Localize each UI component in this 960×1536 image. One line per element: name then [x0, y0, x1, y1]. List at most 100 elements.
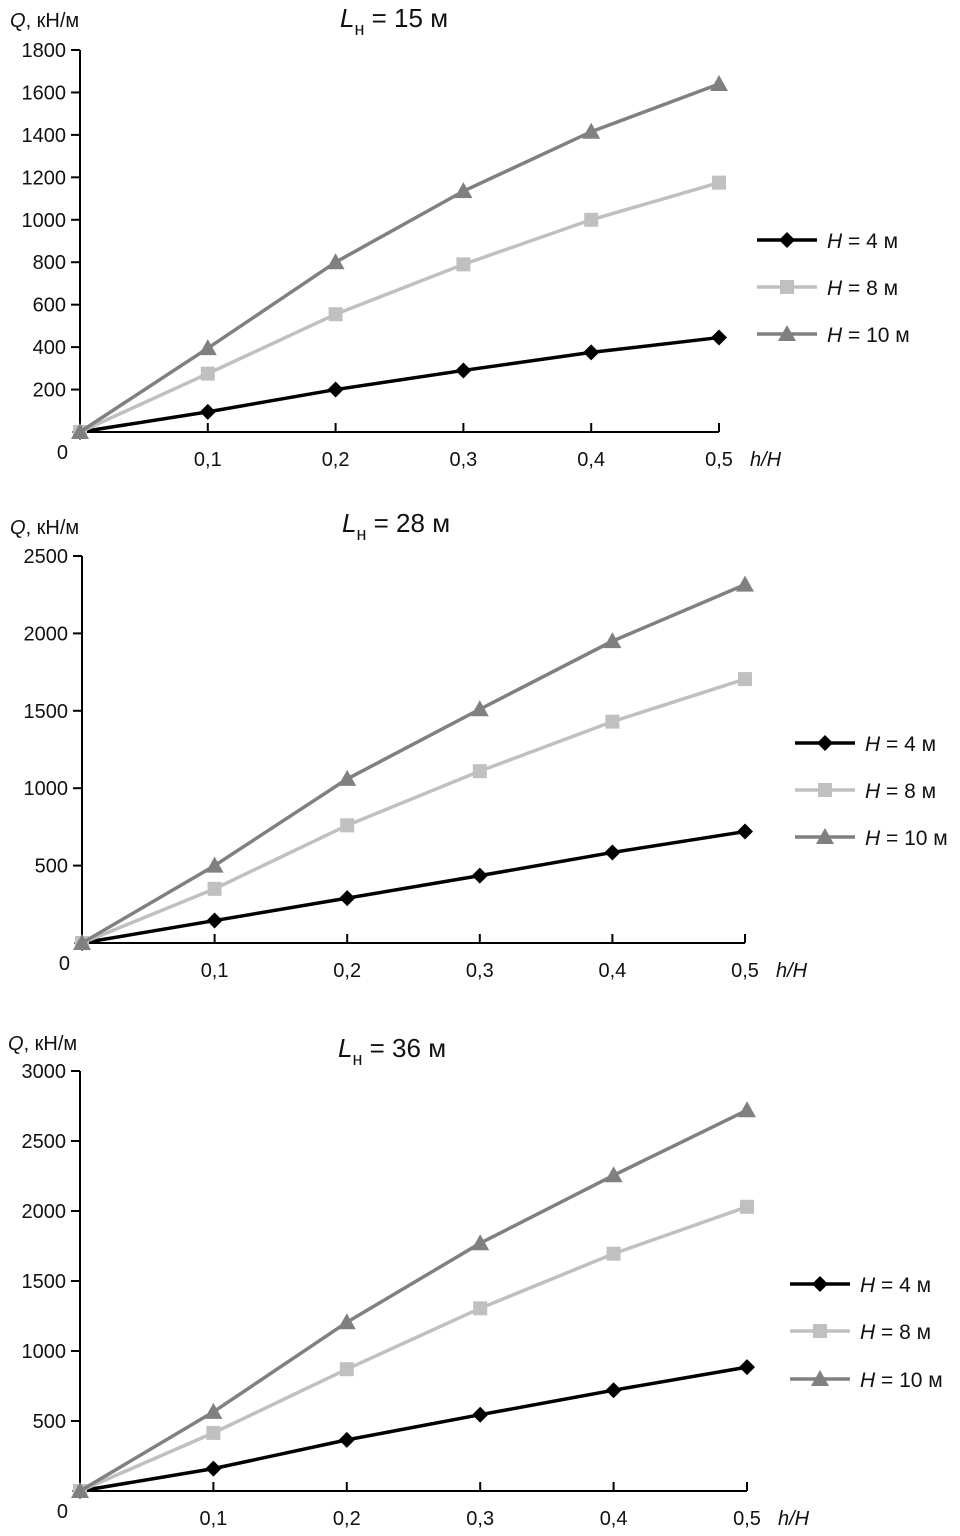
legend-label: H = 8 м [860, 1321, 931, 1344]
data-point-diamond [339, 890, 356, 907]
legend-name: = 10 м [880, 827, 948, 850]
legend-item: H = 10 м [790, 1369, 943, 1392]
data-point-triangle [710, 74, 728, 91]
data-point-triangle [337, 1313, 356, 1330]
legend-marker-triangle [778, 325, 796, 341]
data-point-triangle [338, 769, 357, 786]
legend-name: = 4 м [880, 733, 936, 756]
legend-var: H [860, 1274, 876, 1297]
title-rest: = 36 м [362, 1033, 446, 1063]
title-sub: н [352, 1049, 362, 1069]
data-point-diamond [739, 1359, 755, 1376]
data-point-diamond [455, 362, 472, 379]
legend-item: H = 8 м [757, 277, 898, 300]
x-tick-label: 0,2 [333, 1508, 361, 1530]
y-tick-label: 1000 [22, 210, 67, 232]
origin-label: 0 [59, 953, 70, 975]
x-tick-label: 0,2 [322, 449, 350, 471]
data-point-triangle [71, 423, 89, 439]
series-h2 [71, 74, 728, 439]
legend-item: H = 10 м [795, 827, 948, 850]
legend-name: = 10 м [842, 324, 910, 347]
x-label-num: h [776, 960, 787, 982]
data-point-diamond [205, 1460, 222, 1477]
legend-var: H [827, 324, 843, 347]
series-line [79, 1108, 748, 1493]
y-tick-label: 1400 [22, 125, 67, 147]
legend-name: = 4 м [875, 1274, 931, 1297]
series-line [79, 180, 720, 434]
y-label-unit: , кН/м [26, 10, 80, 32]
legend-item: H = 8 м [790, 1321, 931, 1344]
x-label-num: h [778, 1508, 789, 1530]
legend-label: H = 4 м [865, 733, 936, 756]
x-tick-label: 0,4 [598, 960, 626, 982]
data-point-square [340, 818, 355, 833]
series-h0 [72, 329, 727, 440]
data-point-square [740, 1199, 754, 1214]
y-tick-label: 3000 [22, 1061, 67, 1083]
legend-label: H = 4 м [827, 230, 898, 253]
data-point-square [339, 1362, 354, 1377]
title-main: L [340, 3, 354, 33]
x-axis-label: h/H [750, 449, 782, 471]
data-point-triangle [736, 575, 754, 592]
x-tick-label: 0,4 [577, 449, 605, 471]
chart-title: Lн = 28 м [342, 508, 450, 544]
data-point-diamond [472, 1406, 489, 1423]
y-axis-label: Q, кН/м [10, 10, 79, 32]
legend-item: H = 4 м [790, 1274, 931, 1297]
y-tick-label: 600 [33, 295, 66, 317]
data-point-triangle [454, 182, 473, 199]
title-rest: = 15 м [364, 3, 448, 33]
y-tick-label: 1000 [22, 1341, 67, 1363]
chart-title: Lн = 15 м [340, 3, 448, 39]
y-axis-label: Q, кН/м [10, 517, 79, 539]
data-point-diamond [737, 823, 753, 840]
legend-label: H = 10 м [865, 827, 948, 850]
title-sub: н [356, 524, 366, 544]
legend-name: = 8 м [842, 277, 898, 300]
legend-var: H [827, 277, 843, 300]
legend-var: H [865, 780, 881, 803]
origin-label: 0 [57, 442, 68, 464]
legend-var: H [860, 1369, 876, 1392]
y-tick-label: 1600 [22, 82, 67, 104]
y-tick-label: 1800 [22, 40, 67, 62]
legend-label: H = 8 м [827, 277, 898, 300]
series-line [79, 1205, 748, 1493]
x-label-num: h [750, 449, 761, 471]
legend-name: = 8 м [875, 1321, 931, 1344]
chart-panel: 500 1000 1500 2000 2500 0 0,1 0,2 0,3 0,4 0,5 h/H Q,… [10, 508, 948, 982]
data-point-square [328, 307, 343, 322]
legend-marker-diamond [817, 735, 833, 751]
origin-label: 0 [57, 1501, 68, 1523]
y-tick-label: 400 [33, 337, 66, 359]
legend-var: H [827, 230, 843, 253]
data-point-square [206, 1425, 221, 1440]
data-point-square [200, 366, 215, 381]
y-label-var: Q [8, 1033, 24, 1055]
data-point-triangle [582, 122, 601, 139]
legend-label: H = 10 м [827, 324, 910, 347]
x-tick-label: 0,1 [201, 960, 229, 982]
chart-title: Lн = 36 м [338, 1033, 446, 1069]
series-line [79, 82, 720, 434]
data-point-square [584, 212, 599, 227]
y-label-unit: , кН/м [24, 1033, 78, 1055]
data-point-triangle [198, 339, 217, 356]
data-point-square [473, 1301, 488, 1316]
legend-item: H = 4 м [795, 733, 936, 756]
x-tick-label: 0,3 [466, 960, 494, 982]
y-tick-label: 2500 [22, 1131, 67, 1153]
y-label-var: Q [10, 10, 26, 32]
legend-marker-square [818, 783, 832, 797]
x-tick-label: 0,4 [600, 1508, 628, 1530]
data-point-diamond [206, 912, 223, 929]
series-line [79, 335, 720, 434]
legend-label: H = 10 м [860, 1369, 943, 1392]
title-main: L [342, 508, 356, 538]
series-h2 [71, 1101, 756, 1498]
y-tick-label: 500 [33, 1411, 66, 1433]
